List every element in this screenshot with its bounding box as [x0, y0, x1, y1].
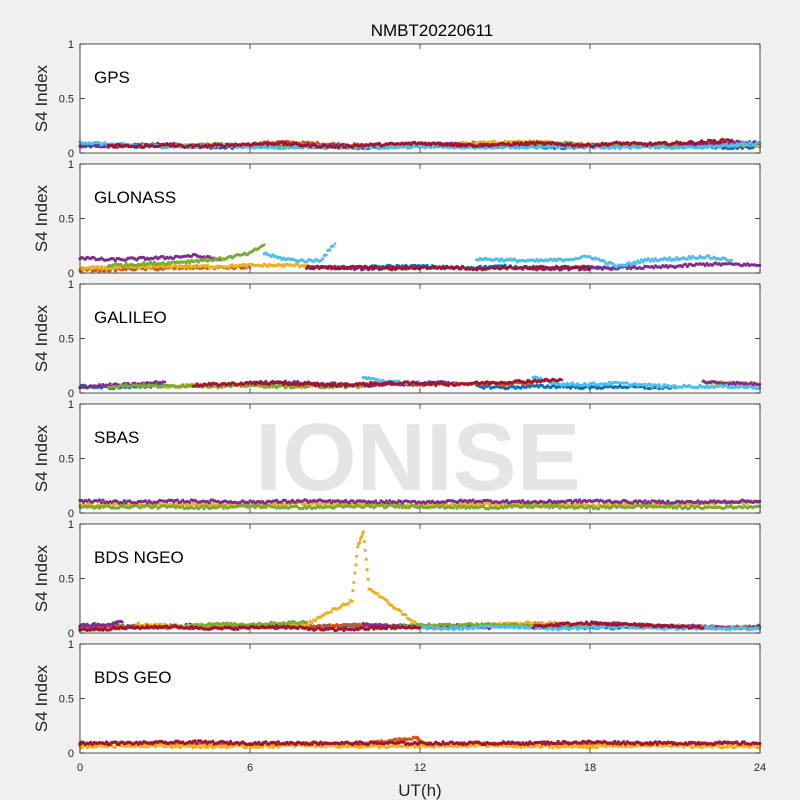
data-point	[730, 258, 733, 262]
data-point	[560, 378, 563, 382]
panel-label: GPS	[94, 68, 130, 87]
y-axis-title: S4 Index	[32, 184, 51, 252]
axes-background	[80, 284, 760, 393]
data-point	[501, 146, 505, 150]
y-tick-label: 1	[68, 39, 74, 51]
data-point	[324, 253, 328, 257]
data-point	[328, 248, 332, 252]
y-tick-label: 1	[68, 159, 74, 171]
panel-label: GLONASS	[94, 188, 176, 207]
data-point	[101, 498, 105, 502]
data-point	[634, 262, 638, 266]
data-point	[306, 142, 310, 146]
axes-background	[80, 44, 760, 153]
data-point	[333, 242, 337, 245]
data-point	[730, 138, 733, 142]
y-tick-label: 1	[68, 279, 74, 291]
data-point	[606, 383, 610, 387]
y-tick-label: 0.5	[59, 334, 74, 346]
data-point	[262, 243, 266, 246]
data-point	[331, 244, 335, 248]
data-point	[367, 383, 371, 387]
data-point	[638, 261, 642, 265]
data-point	[315, 140, 319, 144]
y-axis-title: S4 Index	[32, 64, 51, 132]
y-axis-title: S4 Index	[32, 304, 51, 372]
y-tick-label: 0.5	[59, 94, 74, 106]
chart-title: NMBT20220611	[371, 21, 494, 40]
data-point	[321, 257, 325, 261]
panel-label: GALILEO	[94, 308, 167, 327]
data-point	[163, 380, 167, 384]
y-tick-label: 0.5	[59, 214, 74, 226]
data-points	[78, 137, 762, 151]
